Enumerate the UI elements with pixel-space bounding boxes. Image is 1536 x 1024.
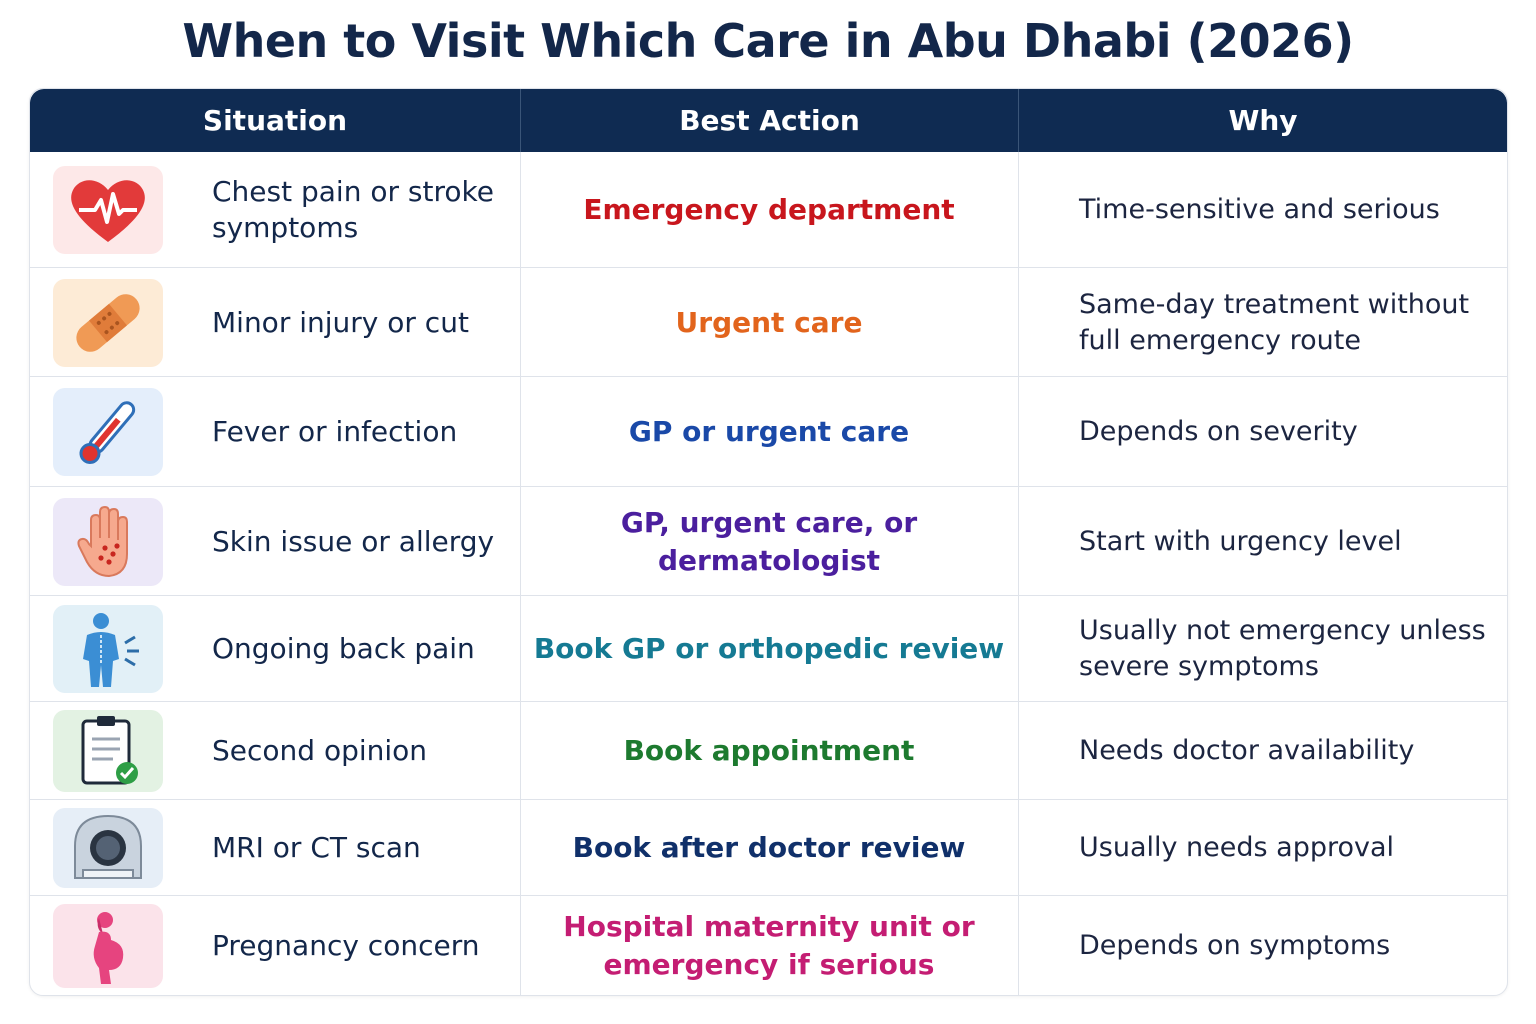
table-row: Skin issue or allergy GP, urgent care, or…	[30, 486, 1507, 596]
table-row: MRI or CT scan Book after doctor review Us…	[30, 799, 1507, 896]
best-action-cell: Emergency department	[583, 192, 955, 226]
table-row: Second opinion Book appointment Needs doct…	[30, 701, 1507, 800]
situation-cell: Ongoing back pain	[212, 632, 475, 665]
back-pain-icon	[53, 605, 163, 693]
table-row: Chest pain or stroke symptoms Emergency d…	[30, 152, 1507, 267]
situation-cell: Second opinion	[212, 734, 428, 767]
why-cell: Time-sensitive and serious	[1079, 193, 1440, 225]
page-title: When to Visit Which Care in Abu Dhabi (2…	[182, 14, 1354, 68]
best-action-cell: GP, urgent care, or dermatologist	[620, 505, 918, 577]
header-situation: Situation	[202, 104, 348, 137]
clipboard-check-icon	[53, 710, 163, 792]
why-cell: Same-day treatment without full emergenc…	[1079, 288, 1470, 356]
thermometer-icon	[53, 388, 163, 476]
why-cell: Depends on symptoms	[1079, 930, 1391, 961]
table-row: Fever or infection GP or urgent care Depen…	[30, 376, 1507, 487]
best-action-cell: GP or urgent care	[628, 415, 910, 448]
mri-scanner-icon	[53, 808, 163, 888]
best-action-cell: Hospital maternity unit or emergency if …	[563, 910, 975, 981]
why-cell: Usually not emergency unless severe symp…	[1079, 615, 1486, 682]
why-cell: Start with urgency level	[1079, 525, 1402, 557]
table-row: Minor injury or cut Urgent care Same-day t…	[30, 267, 1507, 377]
table-header: Situation Best Action Why	[30, 89, 1507, 152]
hand-rash-icon	[53, 498, 163, 586]
best-action-cell: Book GP or orthopedic review	[533, 632, 1005, 665]
best-action-cell: Urgent care	[675, 305, 863, 339]
situation-cell: Skin issue or allergy	[212, 524, 495, 558]
table-row: Pregnancy concern Hospital maternity unit…	[30, 895, 1507, 995]
best-action-cell: Book appointment	[623, 734, 915, 767]
why-cell: Usually needs approval	[1079, 832, 1395, 863]
pregnancy-icon	[53, 904, 163, 988]
situation-cell: Fever or infection	[212, 415, 458, 448]
heart-pulse-icon	[53, 166, 163, 254]
bandage-icon	[53, 279, 163, 367]
why-cell: Needs doctor availability	[1079, 735, 1415, 766]
situation-cell: Chest pain or stroke symptoms	[212, 174, 494, 244]
situation-cell: MRI or CT scan	[212, 831, 421, 864]
situation-cell: Pregnancy concern	[212, 929, 480, 962]
care-table: Situation Best Action Why Chest pain or …	[29, 88, 1508, 996]
situation-cell: Minor injury or cut	[212, 305, 469, 339]
table-row: Ongoing back pain Book GP or orthopedic r…	[30, 595, 1507, 702]
best-action-cell: Book after doctor review	[572, 831, 966, 864]
why-cell: Depends on severity	[1079, 416, 1358, 447]
header-best-action: Best Action	[679, 104, 860, 137]
header-why: Why	[1228, 104, 1298, 137]
